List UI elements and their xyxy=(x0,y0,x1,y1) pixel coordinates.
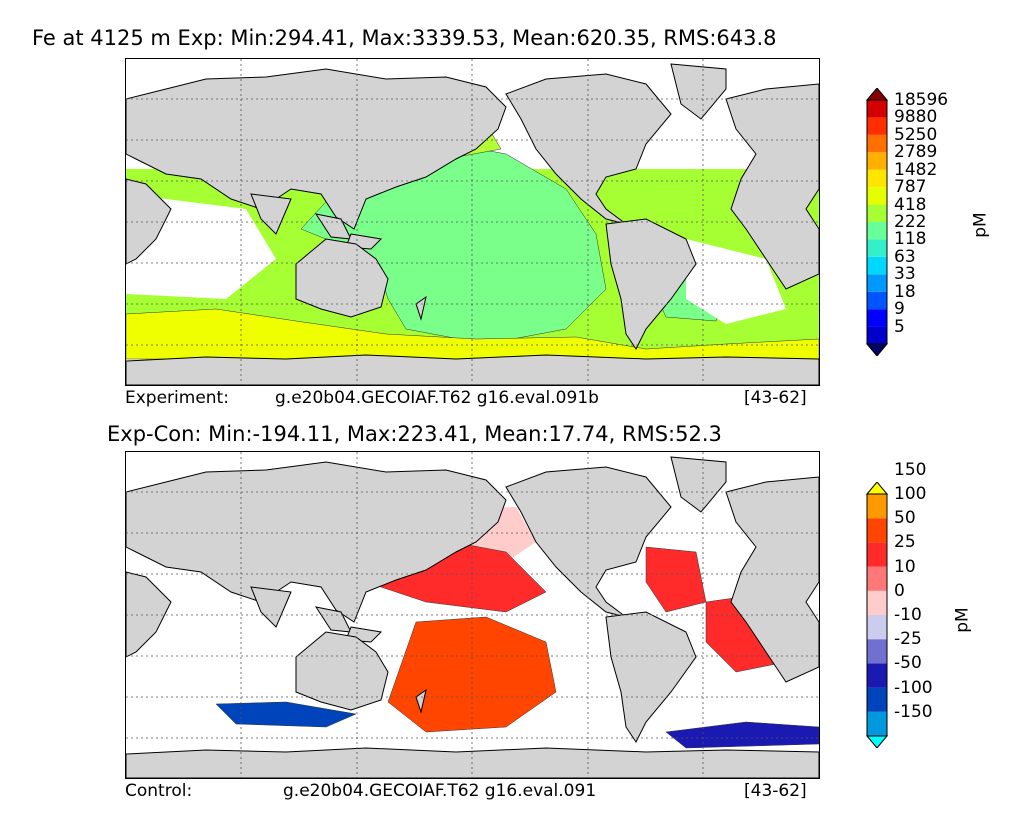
panel1-mask-2 xyxy=(686,239,786,324)
cb2labels-tick: 10 xyxy=(894,556,916,577)
cb1-segment-9 xyxy=(867,187,887,205)
panel1-colorbar-unit: pM xyxy=(970,212,991,238)
cb1labels-tick: 222 xyxy=(894,212,927,232)
panel2-patch-3 xyxy=(215,701,357,728)
cb2-segment-5 xyxy=(867,615,887,640)
cb1-segment-10 xyxy=(867,169,887,188)
cb1labels-tick: 787 xyxy=(894,177,927,198)
cb2labels-tick: 100 xyxy=(894,484,927,504)
cb1-extend-max xyxy=(865,88,889,101)
panel2-map-svg xyxy=(126,452,819,778)
cb1-segment-14 xyxy=(867,100,887,118)
panel2-footer-case: g.e20b04.GECOIAF.T62 g16.eval.091 xyxy=(283,781,597,801)
cb1-segment-1 xyxy=(867,326,887,344)
panel2-colorbar-unit: pM xyxy=(952,607,973,633)
cb2-segment-2 xyxy=(867,687,887,712)
cb1-segment-7 xyxy=(867,222,887,240)
panel2-patch-4 xyxy=(665,721,819,749)
cb2-segment-1 xyxy=(867,711,887,736)
cb2labels-tick: -25 xyxy=(894,629,922,650)
cb1-segment-2 xyxy=(867,309,887,327)
panel2-map xyxy=(125,451,820,779)
cb1labels-tick: 1482 xyxy=(894,159,938,180)
panel2-land xyxy=(126,456,819,778)
cb1labels-tick: 18596 xyxy=(894,90,949,110)
cb1-segment-6 xyxy=(867,239,887,257)
cb2-segment-8 xyxy=(867,542,887,567)
cb2labels-tick: -10 xyxy=(894,605,922,625)
cb1-frame xyxy=(866,99,888,345)
cb2labels-tick: 50 xyxy=(894,508,916,529)
cb2-extend-min xyxy=(865,735,889,748)
panel1-footer-label: Experiment: xyxy=(125,388,229,408)
cb1-segment-12 xyxy=(867,134,887,153)
panel1-colorbar xyxy=(865,88,889,356)
cb1-segment-11 xyxy=(867,152,887,170)
panel1-land xyxy=(126,63,819,385)
cb2labels-tick: -150 xyxy=(894,701,933,722)
panel2-patch-2 xyxy=(387,616,557,733)
panel2-footer-label: Control: xyxy=(125,781,193,801)
cb1labels-tick: 33 xyxy=(894,264,916,285)
cb2-segment-9 xyxy=(867,518,887,543)
cb2-segment-4 xyxy=(867,639,887,664)
cb1-segment-3 xyxy=(867,291,887,310)
cb2-frame xyxy=(866,493,888,737)
cb2-segment-10 xyxy=(867,494,887,519)
cb2labels-tick: -50 xyxy=(894,653,922,674)
cb2-segment-7 xyxy=(867,566,887,591)
cb2labels-tick: -100 xyxy=(894,677,933,698)
panel2-colorbar xyxy=(865,482,889,748)
cb1labels-tick: 9 xyxy=(894,299,905,320)
cb2labels-tick: 25 xyxy=(894,532,916,553)
cb1labels-tick: 5250 xyxy=(894,124,938,145)
panel1-footer-case: g.e20b04.GECOIAF.T62 g16.eval.091b xyxy=(275,388,599,408)
panel1-grid xyxy=(126,59,819,385)
cb2-segment-6 xyxy=(867,590,887,615)
cb1-segment-13 xyxy=(867,117,887,135)
panel2-grid xyxy=(126,452,819,778)
panel1-map-svg xyxy=(126,59,819,385)
cb1-extend-min xyxy=(865,343,889,356)
panel2-footer-years: [43-62] xyxy=(744,781,807,801)
cb1labels-tick: 418 xyxy=(894,194,927,215)
cb2labels-tick: 150 xyxy=(894,459,927,480)
panel1-field xyxy=(126,113,819,360)
cb1-segment-5 xyxy=(867,256,887,275)
cb1labels-tick: 5 xyxy=(894,316,905,337)
cb1labels-tick: 63 xyxy=(894,246,916,267)
panel1-title: Fe at 4125 m Exp: Min:294.41, Max:3339.5… xyxy=(32,26,777,50)
cb1labels-tick: 2789 xyxy=(894,142,938,163)
panel2-title: Exp-Con: Min:-194.11, Max:223.41, Mean:1… xyxy=(107,422,722,446)
cb1-segment-8 xyxy=(867,204,887,222)
cb1labels-tick: 9880 xyxy=(894,107,938,128)
cb1labels-tick: 118 xyxy=(894,229,927,250)
cb2-segment-3 xyxy=(867,663,887,688)
panel2-patch-5 xyxy=(645,546,707,613)
cb2labels-tick: 0 xyxy=(894,580,905,601)
panel1-footer-years: [43-62] xyxy=(744,388,807,408)
cb1-segment-4 xyxy=(867,274,887,292)
cb2-extend-max xyxy=(865,482,889,495)
cb1labels-tick: 18 xyxy=(894,281,916,302)
panel1-map xyxy=(125,58,820,386)
